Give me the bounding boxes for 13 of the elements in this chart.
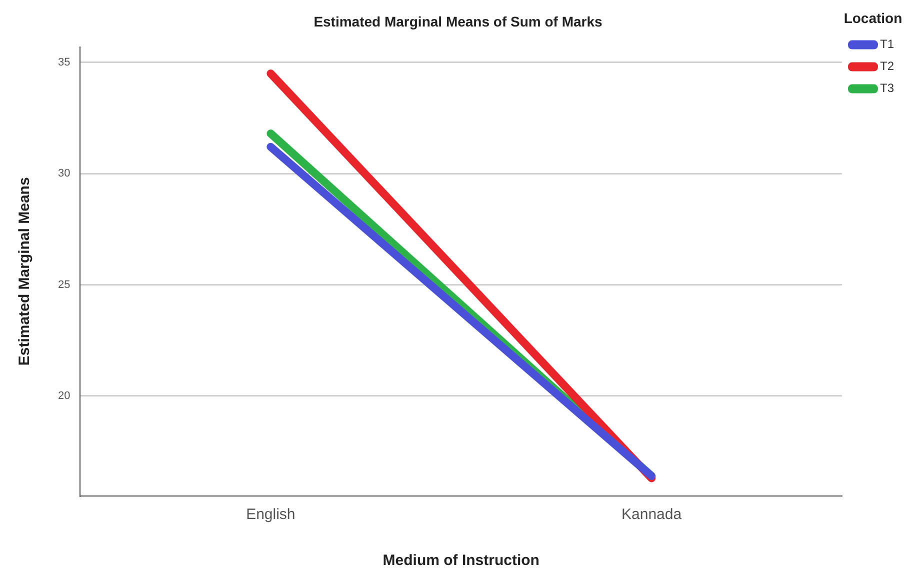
legend-title: Location xyxy=(844,10,902,26)
y-tick-label: 30 xyxy=(58,168,70,180)
x-axis-title: Medium of Instruction xyxy=(382,552,540,570)
legend-label: T2 xyxy=(880,59,894,74)
y-tick-label: 25 xyxy=(58,278,70,291)
legend-label: T1 xyxy=(880,37,894,52)
y-tick-label: 20 xyxy=(58,390,70,402)
x-tick-label: English xyxy=(246,506,296,524)
y-tick-label: 35 xyxy=(58,56,70,68)
x-tick-label: Kannada xyxy=(622,506,682,524)
y-axis-title: Estimated Marginal Means xyxy=(16,177,34,366)
chart-title: Estimated Marginal Means of Sum of Marks xyxy=(314,13,603,30)
legend-label: T3 xyxy=(880,81,894,96)
